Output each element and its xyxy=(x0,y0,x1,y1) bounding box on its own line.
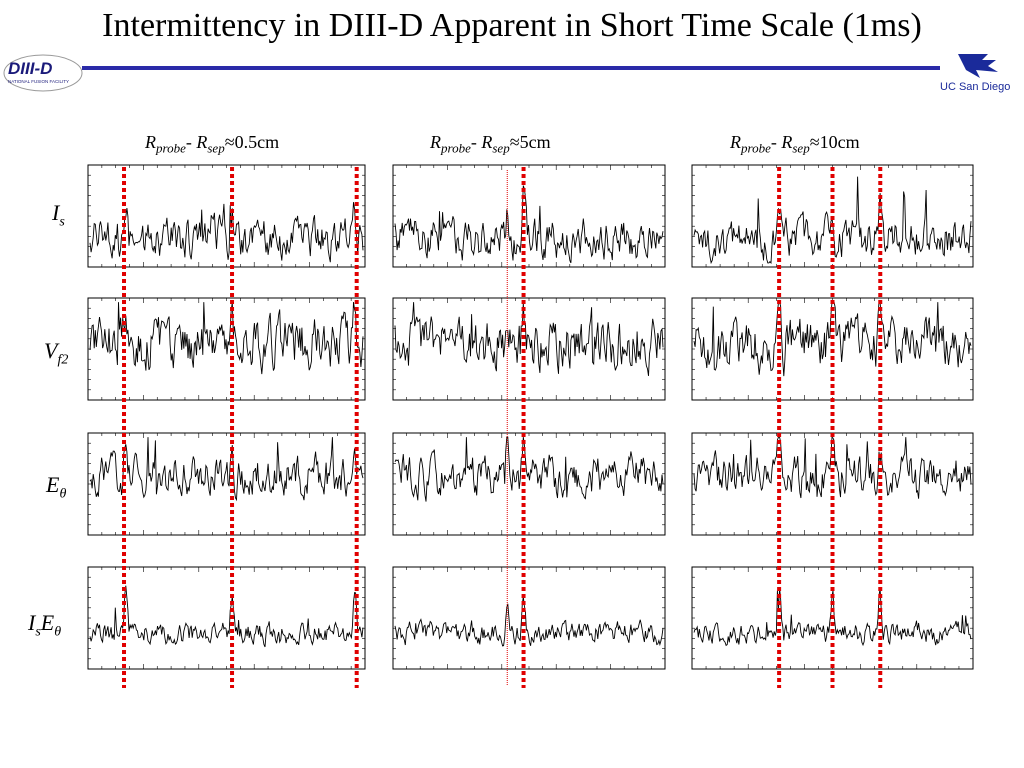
svg-text:UC San Diego: UC San Diego xyxy=(940,81,1010,93)
column-heading-subscript-right: sep xyxy=(207,140,225,156)
panel-frame-c2-r4 xyxy=(392,566,666,670)
trace-c1-r3 xyxy=(89,437,364,502)
column-heading-dash: - xyxy=(185,132,197,152)
column-heading-symbol-left: R xyxy=(430,132,441,152)
trace-c1-r4 xyxy=(89,585,364,648)
panel-frame-c1-r4 xyxy=(87,566,366,670)
row-label-main: V xyxy=(44,338,58,363)
trace-c2-r3 xyxy=(394,436,664,502)
svg-text:DIII-D: DIII-D xyxy=(8,59,52,78)
panel-frame-c1-r3 xyxy=(87,432,366,536)
trace-c1-r1 xyxy=(89,202,364,263)
trace-c2-r2 xyxy=(394,302,664,376)
column-heading-symbol-left: R xyxy=(730,132,741,152)
row-label-sub: s xyxy=(35,624,41,640)
diii-d-logo: DIII-D NATIONAL FUSION FACILITY xyxy=(3,54,83,92)
row-label-sub: f2 xyxy=(57,352,69,368)
uc-san-diego-logo: UC San Diego xyxy=(940,54,1010,93)
column-heading-distance-value: 5cm xyxy=(519,132,551,152)
panel-frame-c2-r1 xyxy=(392,164,666,268)
column-heading-subscript-left: probe xyxy=(741,140,771,156)
column-heading-dash: - xyxy=(770,132,782,152)
column-heading-subscript-right: sep xyxy=(492,140,510,156)
row-label-2: Vf2 xyxy=(44,338,68,373)
trace-c3-r3 xyxy=(693,436,972,499)
column-heading-approx-sign: ≈ xyxy=(224,132,235,152)
trace-c2-r1 xyxy=(394,185,664,264)
column-heading-1: Rprobe- Rsep≈0.5cm xyxy=(145,130,279,161)
column-heading-3: Rprobe- Rsep≈10cm xyxy=(730,130,860,161)
row-label-main: I xyxy=(52,200,60,225)
column-heading-2: Rprobe- Rsep≈5cm xyxy=(430,130,551,161)
row-label-main: I xyxy=(28,610,36,635)
column-heading-symbol-right: R xyxy=(781,132,793,152)
trace-c1-r2 xyxy=(89,302,364,375)
row-label-sub: s xyxy=(59,214,65,230)
trace-c2-r4 xyxy=(394,596,664,647)
column-heading-distance-value: 10cm xyxy=(819,132,860,152)
row-label-sub2: θ xyxy=(54,624,62,640)
column-heading-approx-sign: ≈ xyxy=(809,132,820,152)
panel-frame-c2-r2 xyxy=(392,297,666,401)
column-heading-symbol-left: R xyxy=(145,132,156,152)
column-heading-symbol-right: R xyxy=(481,132,493,152)
slide-title: Intermittency in DIII-D Apparent in Shor… xyxy=(102,7,922,44)
row-label-sub: θ xyxy=(59,486,67,502)
column-heading-subscript-left: probe xyxy=(441,140,471,156)
column-heading-dash: - xyxy=(470,132,482,152)
column-heading-approx-sign: ≈ xyxy=(509,132,520,152)
column-heading-distance-value: 0.5cm xyxy=(234,132,280,152)
column-heading-symbol-right: R xyxy=(196,132,208,152)
trace-c3-r1 xyxy=(693,176,972,265)
svg-text:NATIONAL FUSION FACILITY: NATIONAL FUSION FACILITY xyxy=(8,79,69,84)
column-heading-subscript-left: probe xyxy=(156,140,186,156)
row-label-main: E xyxy=(46,472,60,497)
row-label-3: Eθ xyxy=(46,472,66,507)
trace-c3-r4 xyxy=(693,588,972,647)
row-label-1: Is xyxy=(52,200,65,235)
title-underline xyxy=(82,66,940,70)
panel-frame-c1-r1 xyxy=(87,164,366,268)
row-label-4: IsEθ xyxy=(28,610,61,645)
column-heading-subscript-right: sep xyxy=(792,140,810,156)
row-label-main2: E xyxy=(40,610,55,635)
